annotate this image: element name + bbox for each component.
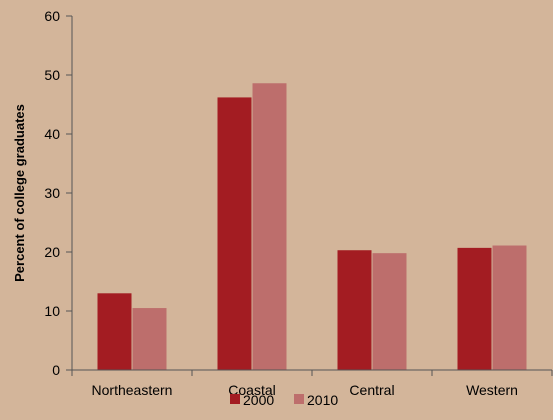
- y-axis-ticks: 0 10 20 30 40 50 60: [44, 8, 72, 378]
- y-tick-label: 50: [44, 67, 60, 83]
- y-tick-label: 40: [44, 126, 60, 142]
- bar-coastal-2000: [217, 97, 252, 371]
- bar-coastal-2010: [252, 83, 287, 370]
- y-tick-label: 60: [44, 8, 60, 24]
- y-axis-title: Percent of college graduates: [12, 104, 27, 282]
- bar-central-2010: [372, 253, 407, 370]
- bar-central-2000: [337, 250, 372, 370]
- legend-label-2000: 2000: [243, 392, 274, 408]
- y-tick-label: 0: [52, 362, 60, 378]
- x-tick-label: Coastal: [228, 382, 275, 398]
- x-tick-label: Central: [349, 382, 394, 398]
- legend-swatch-2000: [230, 394, 240, 404]
- x-tick-label: Western: [466, 382, 518, 398]
- legend: 2000 2010: [230, 392, 338, 408]
- bar-western-2000: [457, 247, 492, 370]
- y-tick-label: 20: [44, 244, 60, 260]
- x-tick-label: Northeastern: [92, 382, 173, 398]
- legend-swatch-2010: [294, 394, 304, 404]
- y-tick-label: 30: [44, 185, 60, 201]
- legend-label-2010: 2010: [307, 392, 338, 408]
- bars: [97, 83, 527, 371]
- bar-northeastern-2010: [132, 308, 167, 370]
- bar-western-2010: [492, 245, 527, 370]
- x-axis-ticks: Northeastern Coastal Central Western: [71, 370, 553, 398]
- bar-northeastern-2000: [97, 293, 132, 370]
- y-tick-label: 10: [44, 303, 60, 319]
